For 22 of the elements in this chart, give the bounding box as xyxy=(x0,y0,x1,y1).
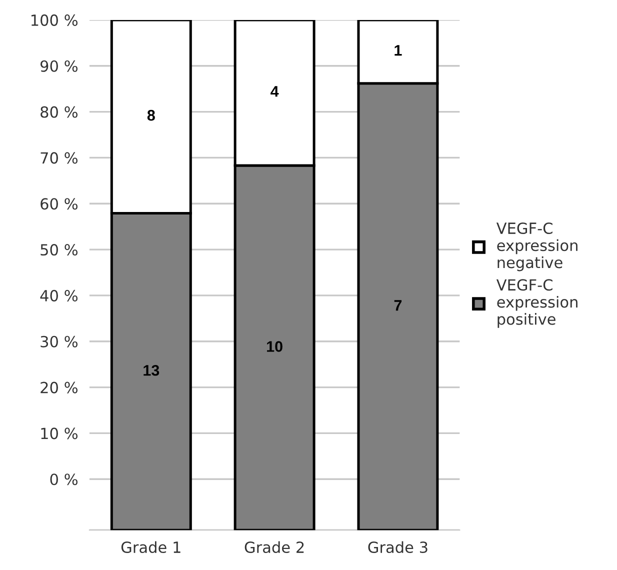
y-tick-label: 20 % xyxy=(40,382,78,394)
y-tick-label: 10 % xyxy=(41,428,78,440)
y-tick-label: 100 % xyxy=(32,14,78,26)
annotation: 10 xyxy=(267,341,282,352)
x-tick-label: Grade 2 xyxy=(244,541,304,554)
legend-label: VEGF-C expression negative xyxy=(496,222,578,272)
annotation: 8 xyxy=(147,110,155,121)
x-tick-label: Grade 3 xyxy=(368,541,428,554)
annotation: 7 xyxy=(394,300,402,311)
legend-label: VEGF-C expression positive xyxy=(496,279,578,328)
y-tick-label: 30 % xyxy=(40,336,78,348)
y-tick-label: 70 % xyxy=(40,152,78,164)
y-tick-label: 90 % xyxy=(40,60,78,72)
y-tick-label: 80 % xyxy=(40,106,78,118)
annotation: 4 xyxy=(270,86,279,97)
x-tick-label: Grade 1 xyxy=(121,541,180,554)
y-tick-label: 40 % xyxy=(40,290,78,302)
annotation: 1 xyxy=(394,45,402,56)
y-tick-label: 60 % xyxy=(40,198,78,210)
y-tick-label: 0 % xyxy=(50,474,78,486)
annotation: 13 xyxy=(144,364,160,376)
y-tick-label: 50 % xyxy=(40,244,78,256)
